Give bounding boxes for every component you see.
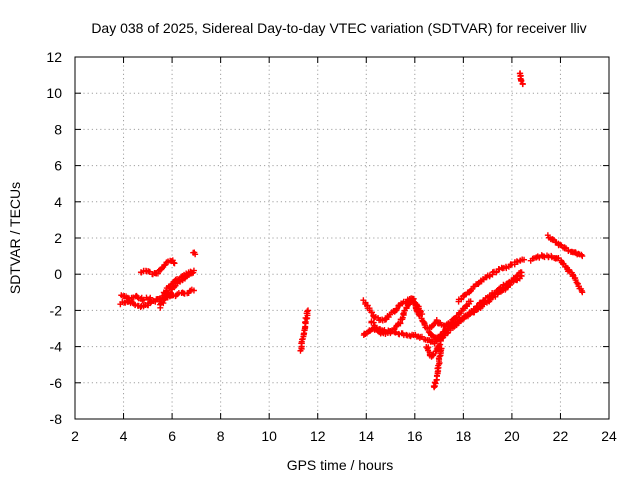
data-point-track-g xyxy=(305,307,312,314)
data-point-track-c xyxy=(171,260,178,267)
data-point-track-q xyxy=(557,241,564,248)
data-point-track-m xyxy=(433,317,440,324)
data-point-track-k xyxy=(518,269,525,276)
y-tick-label: -8 xyxy=(50,411,63,427)
data-point-track-q xyxy=(579,253,586,260)
data-point-track-l xyxy=(438,345,445,352)
y-tick-label: 8 xyxy=(54,121,62,137)
data-point-track-p xyxy=(579,289,586,296)
data-point-track-k xyxy=(481,297,488,304)
data-point-track-k xyxy=(488,293,495,300)
x-tick-label: 6 xyxy=(168,428,176,444)
data-point-track-q xyxy=(549,236,556,243)
y-tick-labels: -8 -6 -4 -2 0 2 4 6 8 10 12 xyxy=(46,49,62,427)
data-point-track-f xyxy=(192,251,199,258)
grid xyxy=(75,57,609,419)
x-tick-labels: 2 4 6 8 10 12 14 16 18 20 22 24 xyxy=(71,428,617,444)
x-tick-label: 4 xyxy=(120,428,128,444)
y-tick-label: -2 xyxy=(50,302,63,318)
y-tick-label: 12 xyxy=(46,49,62,65)
data-point-track-q xyxy=(575,250,582,257)
y-tick-label: 10 xyxy=(46,85,62,101)
data-point-track-e xyxy=(162,288,169,295)
data-point-track-m xyxy=(467,298,474,305)
data-point-track-b xyxy=(147,294,154,301)
data-point-track-n xyxy=(521,256,528,263)
y-tick-label: 4 xyxy=(54,194,62,210)
y-axis-label: SDTVAR / TECUs xyxy=(7,182,23,294)
x-tick-label: 8 xyxy=(217,428,225,444)
x-tick-label: 12 xyxy=(310,428,326,444)
y-tick-label: -6 xyxy=(50,375,63,391)
data-point-track-c xyxy=(154,270,161,277)
y-tick-label: 2 xyxy=(54,230,62,246)
data-points xyxy=(117,70,586,391)
y-tick-label: 0 xyxy=(54,266,62,282)
chart-title: Day 038 of 2025, Sidereal Day-to-day VTE… xyxy=(91,20,586,36)
axis-ticks xyxy=(74,56,610,420)
x-tick-label: 20 xyxy=(504,428,520,444)
data-point-track-o xyxy=(519,81,526,88)
y-tick-label: -4 xyxy=(50,339,63,355)
data-point-track-g xyxy=(304,308,311,315)
data-point-track-i xyxy=(368,309,375,316)
data-point-track-e xyxy=(187,268,194,275)
x-tick-label: 16 xyxy=(407,428,423,444)
x-tick-label: 24 xyxy=(601,428,617,444)
data-point-track-e xyxy=(188,269,195,276)
data-point-track-j xyxy=(370,319,377,326)
data-point-track-j xyxy=(400,310,407,317)
x-tick-label: 22 xyxy=(553,428,569,444)
data-point-track-e xyxy=(178,275,185,282)
y-tick-label: 6 xyxy=(54,158,62,174)
x-tick-label: 10 xyxy=(261,428,277,444)
x-axis-label: GPS time / hours xyxy=(287,457,394,473)
data-point-track-a xyxy=(190,287,197,294)
x-tick-label: 2 xyxy=(71,428,79,444)
x-tick-label: 18 xyxy=(456,428,472,444)
x-tick-label: 14 xyxy=(358,428,374,444)
